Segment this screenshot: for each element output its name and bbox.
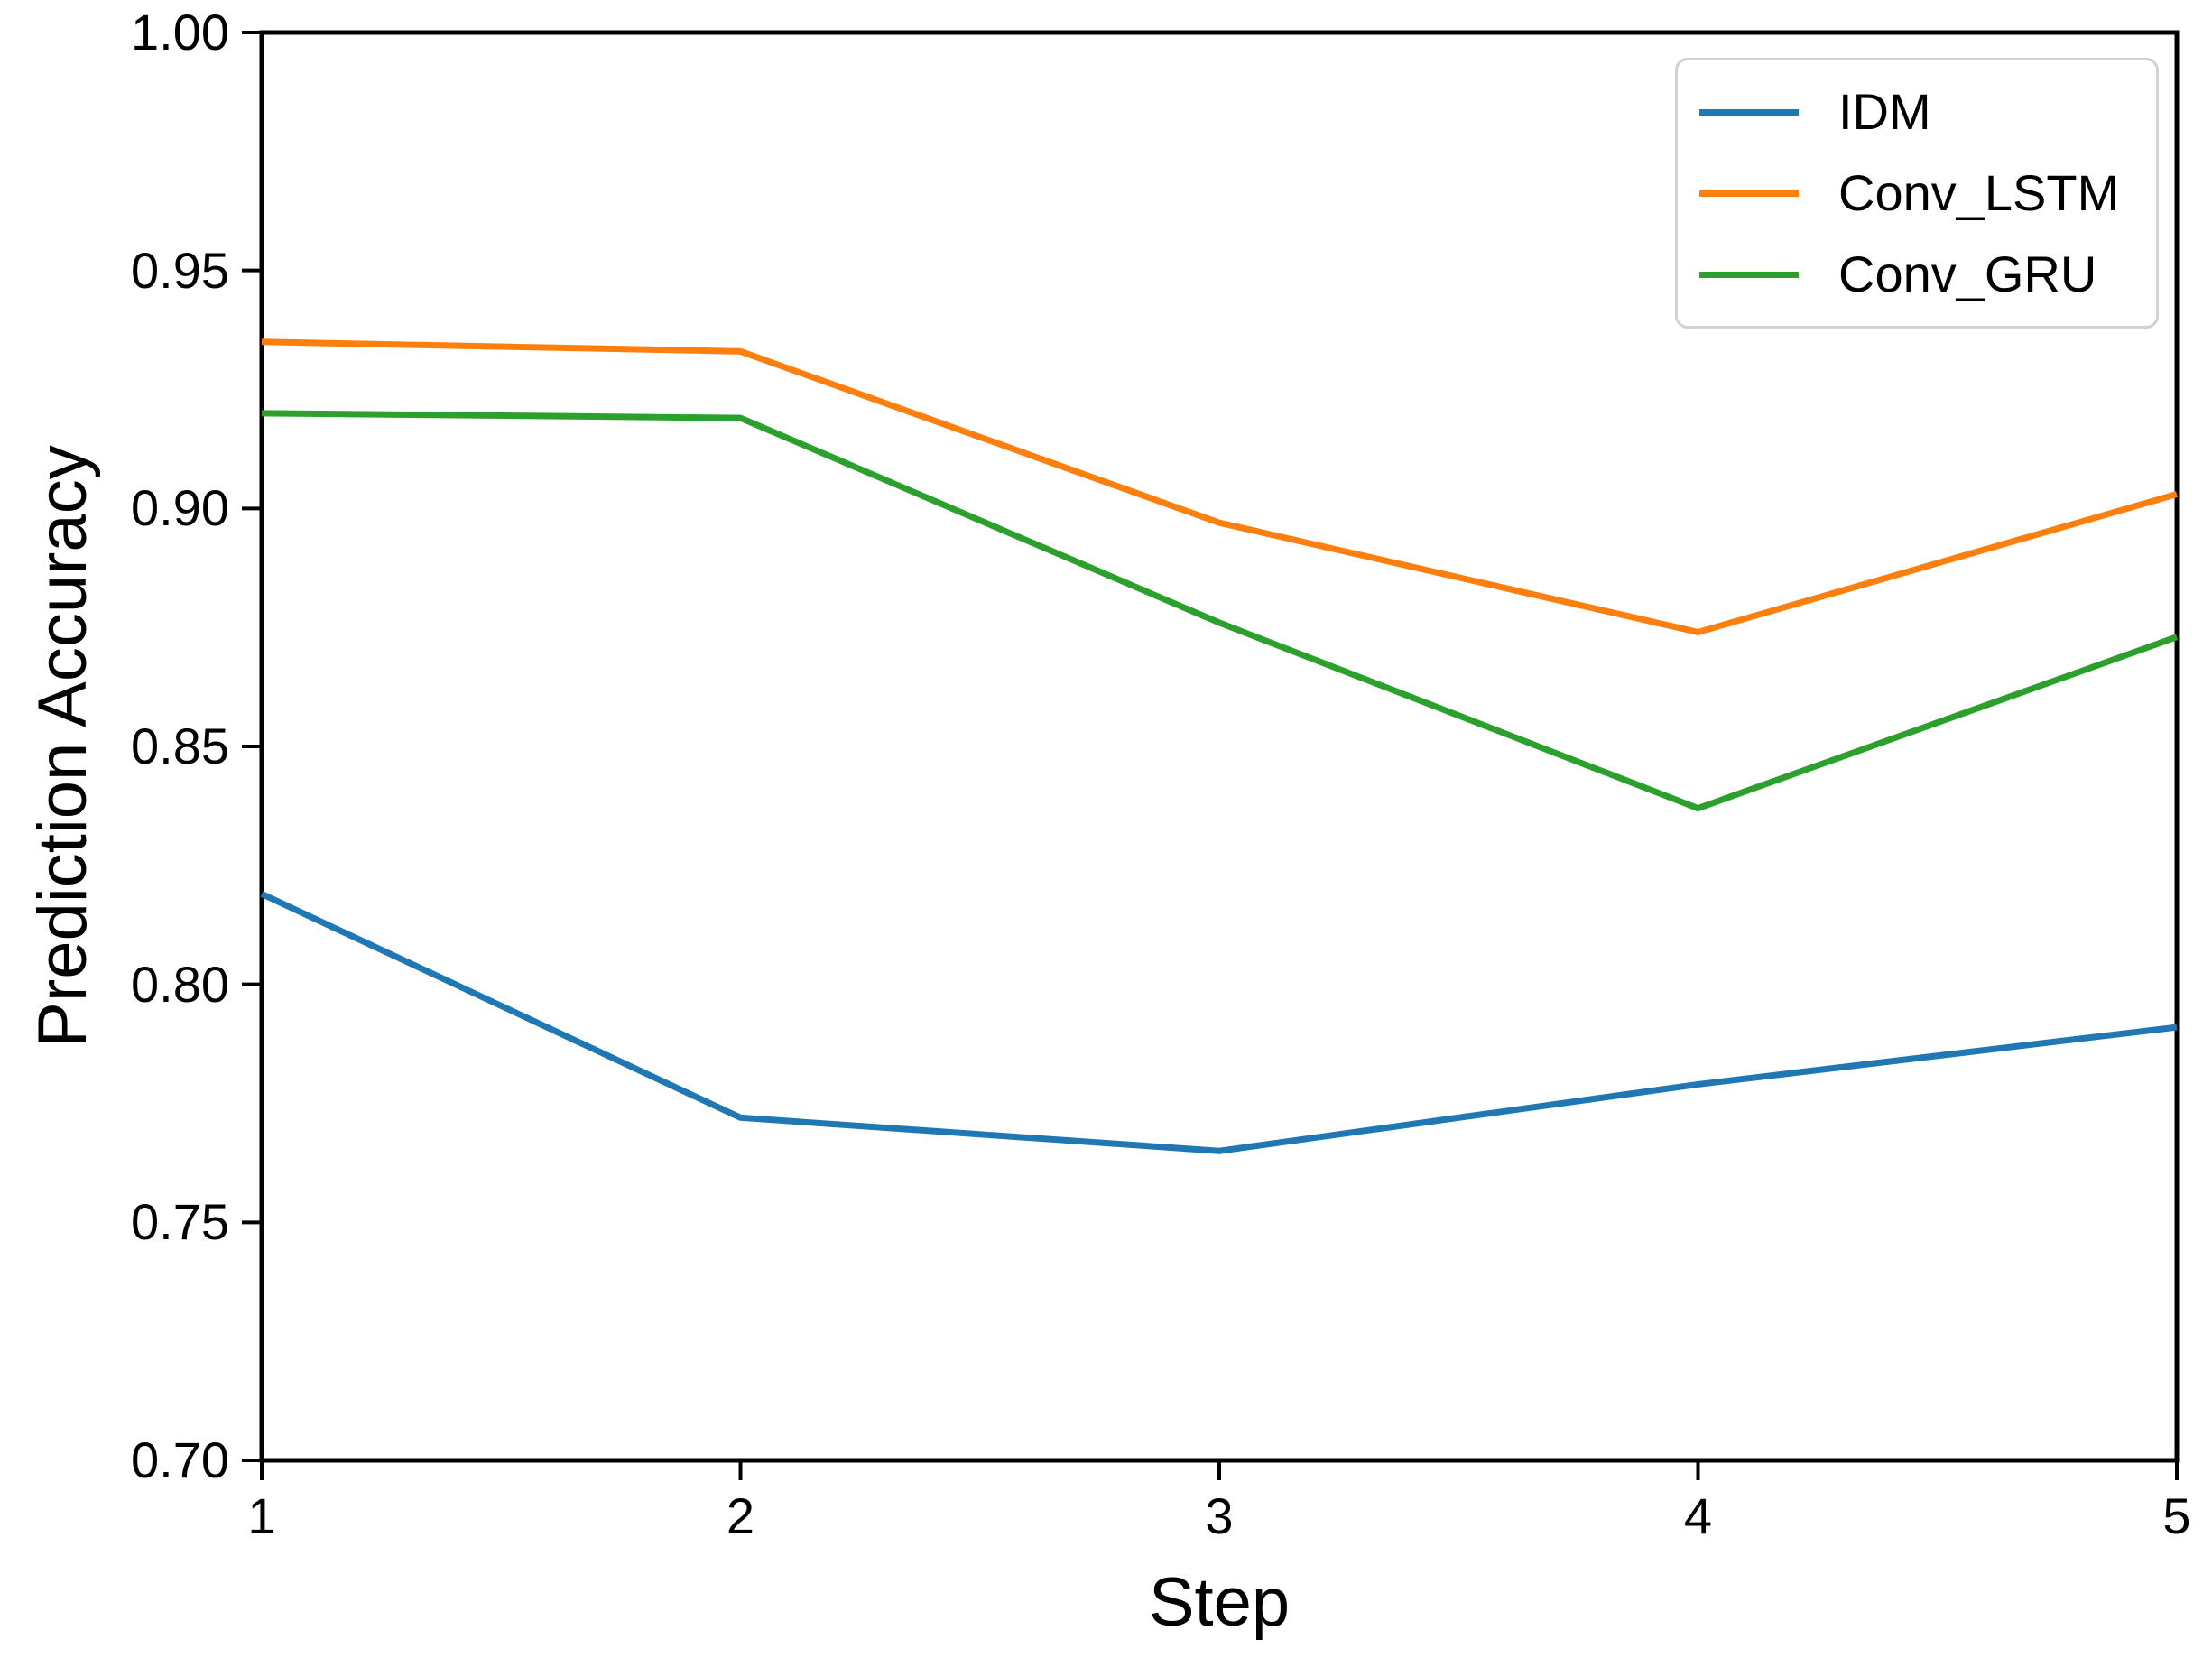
series-line-conv-lstm — [261, 338, 2178, 635]
y-tick-label: 0.90 — [131, 479, 229, 537]
y-tick-label: 0.80 — [131, 955, 229, 1013]
legend-item-idm: IDM — [1699, 87, 2147, 137]
legend-item-conv-gru: Conv_GRU — [1699, 249, 2147, 300]
legend-swatch-conv-lstm — [1699, 190, 1799, 197]
series-line-conv-gru — [261, 410, 2179, 812]
series-line-idm — [260, 891, 2178, 1154]
x-tick-label: 4 — [1683, 1487, 1713, 1544]
y-tick-label: 0.75 — [131, 1193, 229, 1251]
legend-label-conv-gru: Conv_GRU — [1838, 245, 2097, 302]
legend-label-idm: IDM — [1838, 83, 1931, 140]
x-tick-label: 5 — [2162, 1487, 2191, 1544]
legend: IDM Conv_LSTM Conv_GRU — [1675, 58, 2159, 329]
legend-label-conv-lstm: Conv_LSTM — [1838, 164, 2120, 221]
y-axis-label: Prediction Accuracy — [24, 445, 101, 1048]
legend-item-conv-lstm: Conv_LSTM — [1699, 168, 2147, 218]
y-tick-label: 0.85 — [131, 718, 229, 774]
series-group — [260, 338, 2179, 1154]
x-axis-label: Step — [1148, 1564, 1291, 1641]
y-tick-label: 0.70 — [131, 1431, 229, 1488]
legend-swatch-idm — [1699, 108, 1799, 116]
x-tick-label: 1 — [247, 1487, 276, 1544]
legend-swatch-conv-gru — [1699, 271, 1799, 278]
ticks-group — [242, 31, 2179, 1480]
y-tick-label: 0.95 — [131, 241, 229, 299]
x-tick-label: 3 — [1205, 1487, 1234, 1544]
y-tick-label: 1.00 — [131, 4, 229, 60]
x-tick-label: 2 — [726, 1487, 755, 1544]
